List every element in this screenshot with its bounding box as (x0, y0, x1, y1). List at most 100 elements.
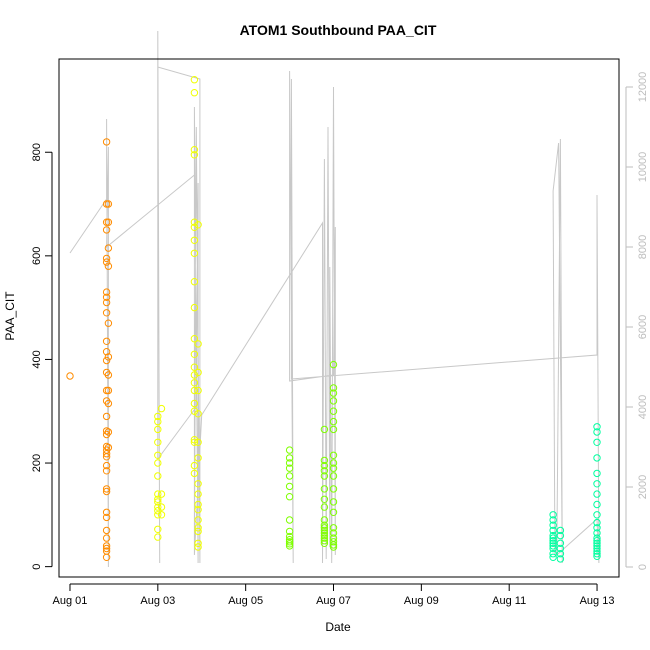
data-point (102, 442, 111, 451)
data-point (593, 480, 601, 488)
data-point (194, 368, 202, 377)
data-point (190, 350, 199, 358)
y-axis-label: PAA_CIT (3, 291, 17, 341)
data-point (102, 461, 111, 470)
chart-title: ATOM1 Southbound PAA_CIT (240, 22, 437, 38)
data-point (102, 487, 111, 496)
y2-line-layer (69, 30, 600, 568)
data-point (593, 490, 601, 498)
data-point (556, 550, 565, 558)
data-point (329, 524, 338, 532)
data-point (320, 524, 329, 532)
data-point (329, 529, 338, 537)
data-point (593, 511, 601, 519)
data-point (190, 236, 199, 245)
data-point (104, 399, 113, 408)
data-point (593, 550, 601, 558)
data-point (157, 503, 166, 511)
y2-tick-label: 4000 (637, 395, 649, 419)
y-tick-label: 400 (31, 350, 43, 368)
data-point (190, 386, 199, 395)
y-tick-label: 800 (31, 143, 43, 161)
data-point (593, 537, 601, 545)
data-point (549, 550, 557, 558)
data-point (190, 223, 199, 232)
data-point (593, 524, 601, 532)
data-point (194, 500, 202, 509)
data-point (190, 363, 199, 371)
data-point (593, 469, 601, 478)
data-point (320, 503, 329, 511)
data-point (102, 453, 111, 461)
data-point (102, 337, 111, 345)
data-point (593, 438, 601, 446)
data-point (190, 436, 199, 444)
data-point (190, 335, 199, 343)
data-point (549, 544, 557, 553)
data-point (320, 539, 329, 547)
data-point (285, 542, 294, 550)
data-point (190, 407, 199, 415)
data-point (102, 348, 111, 356)
data-point (102, 309, 111, 317)
data-point (102, 508, 111, 516)
data-point (549, 531, 557, 540)
data-point (329, 397, 338, 405)
data-point (320, 531, 329, 540)
data-point (329, 360, 338, 369)
data-point (157, 404, 166, 413)
data-point (285, 527, 294, 536)
data-point (102, 553, 111, 561)
data-point (190, 76, 199, 84)
data-point (329, 384, 338, 392)
data-point (194, 410, 202, 418)
data-point (104, 200, 113, 208)
data-point (320, 472, 329, 480)
data-point (102, 467, 111, 475)
data-point (104, 443, 113, 452)
data-point (549, 542, 557, 550)
data-point (549, 539, 557, 547)
data-point (329, 464, 338, 472)
data-point (102, 427, 111, 435)
data-point (154, 498, 162, 506)
data-point (190, 249, 199, 258)
data-point (194, 506, 202, 514)
data-point (154, 490, 162, 498)
x-tick-label: Aug 03 (140, 595, 175, 607)
data-point (194, 438, 202, 446)
data-point (320, 521, 329, 529)
data-point (194, 527, 202, 536)
data-point (102, 544, 111, 553)
data-point (190, 146, 199, 154)
data-point (593, 544, 601, 553)
data-point (102, 258, 111, 266)
data-point (102, 226, 111, 234)
data-point (320, 461, 329, 470)
data-point (329, 541, 338, 549)
data-point (329, 508, 338, 516)
data-point (329, 543, 338, 551)
data-point (66, 372, 74, 380)
x-tick-label: Aug 09 (404, 595, 439, 607)
data-point (593, 529, 601, 537)
data-point (194, 454, 202, 462)
data-point (320, 467, 329, 475)
y2-tick-label: 8000 (637, 235, 649, 259)
y2-tick-label: 6000 (637, 315, 649, 339)
data-point (556, 544, 565, 553)
y2-tick-label: 10000 (637, 152, 649, 183)
data-point (190, 89, 199, 97)
x-axis-label: Date (325, 620, 351, 634)
data-point (102, 542, 111, 550)
data-point (329, 451, 338, 459)
data-point (320, 534, 329, 542)
data-point (285, 459, 294, 467)
data-point (194, 539, 202, 547)
data-point (329, 498, 338, 506)
y2-tick-label: 2000 (637, 475, 649, 499)
data-point (190, 469, 199, 478)
data-point (329, 459, 338, 467)
data-point (593, 552, 601, 560)
